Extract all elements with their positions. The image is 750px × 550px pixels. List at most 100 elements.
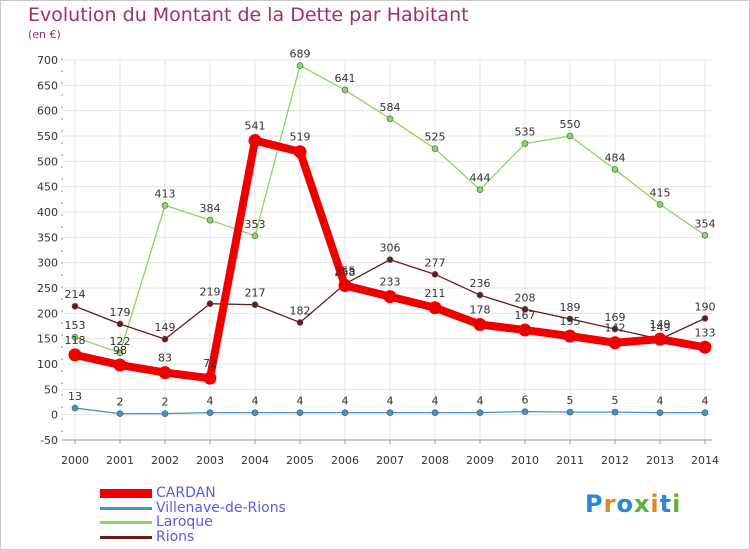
legend-item-rions: Rions (100, 530, 194, 544)
data-label: 133 (695, 326, 716, 339)
x-tick-label: 2001 (106, 454, 134, 467)
data-point (116, 349, 124, 357)
data-point (293, 145, 307, 159)
data-label: 384 (200, 202, 221, 215)
data-point (566, 315, 574, 323)
data-label: 4 (432, 395, 439, 408)
x-tick-label: 2013 (646, 454, 674, 467)
data-point (203, 371, 217, 385)
data-label: 122 (110, 335, 131, 348)
data-point (206, 409, 214, 416)
data-label: 5 (567, 394, 574, 407)
data-point (251, 301, 259, 309)
data-label: 4 (657, 395, 664, 408)
data-point (521, 408, 529, 415)
data-point (566, 408, 574, 416)
data-label: 413 (155, 187, 176, 200)
data-label: 519 (290, 131, 311, 144)
legend-swatch-cardan (100, 488, 152, 498)
data-point (68, 348, 82, 362)
data-point (701, 232, 709, 239)
y-tick-label: 650 (37, 79, 58, 92)
data-label: 444 (470, 172, 491, 185)
data-label: 535 (515, 126, 536, 139)
data-point (71, 404, 79, 412)
data-point (341, 86, 349, 94)
data-label: 689 (290, 48, 311, 61)
data-label: 541 (245, 120, 266, 133)
data-label: 306 (380, 242, 401, 255)
data-label: 4 (252, 395, 259, 408)
data-point (653, 332, 667, 346)
data-point (206, 216, 214, 224)
data-point (161, 410, 169, 417)
x-tick-label: 2008 (421, 454, 449, 467)
data-label: 236 (470, 277, 491, 290)
proxiti-logo: Proxiti (585, 490, 681, 518)
data-label: 4 (297, 395, 304, 408)
data-label: 584 (380, 101, 401, 114)
legend-swatch-villenave (100, 506, 152, 510)
data-label: 142 (605, 322, 626, 335)
data-label: 98 (113, 344, 127, 357)
x-tick-label: 2010 (511, 454, 539, 467)
data-point (428, 301, 442, 315)
legend-swatch-laroque (100, 520, 152, 524)
data-label: 155 (560, 315, 581, 328)
legend-item-cardan: CARDAN (100, 486, 216, 500)
data-point (251, 232, 259, 240)
legend-label-cardan: CARDAN (156, 485, 216, 501)
legend-label-villenave: Villenave-de-Rions (156, 500, 286, 516)
legend-swatch-rions (100, 535, 152, 539)
x-tick-label: 2002 (151, 454, 179, 467)
data-label: 217 (245, 287, 266, 300)
data-point (296, 319, 304, 326)
data-label: 179 (110, 306, 131, 319)
data-point (431, 145, 439, 152)
data-label: 13 (68, 390, 82, 403)
y-tick-label: 600 (37, 105, 58, 118)
data-point (113, 358, 127, 372)
data-label: 277 (425, 256, 446, 269)
data-point (116, 410, 124, 417)
data-point (611, 325, 619, 333)
x-tick-label: 2003 (196, 454, 224, 467)
data-label: 4 (702, 395, 709, 408)
y-tick-label: 350 (37, 231, 58, 244)
data-point (116, 320, 124, 328)
data-label: 353 (245, 218, 266, 231)
y-tick-label: 100 (37, 358, 58, 371)
data-point (338, 278, 352, 292)
data-label: 484 (605, 151, 626, 164)
logo-letter: t (659, 490, 673, 518)
logo-letter: o (616, 490, 634, 518)
data-point (161, 202, 169, 209)
data-point (701, 315, 709, 322)
data-label: 354 (695, 217, 716, 230)
data-label: 4 (477, 395, 484, 408)
data-point (566, 132, 574, 140)
data-label: 219 (200, 286, 221, 299)
logo-letter: r (603, 490, 617, 518)
data-label: 149 (650, 318, 671, 331)
data-label: 167 (515, 309, 536, 322)
data-point (206, 300, 214, 308)
x-tick-label: 2004 (241, 454, 269, 467)
data-point (656, 409, 664, 416)
logo-letter: i (650, 490, 660, 518)
data-point (386, 409, 394, 416)
data-label: 4 (207, 395, 214, 408)
x-tick-label: 2006 (331, 454, 359, 467)
data-point (161, 335, 169, 343)
data-label: 208 (515, 291, 536, 304)
y-tick-label: 150 (37, 333, 58, 346)
data-point (476, 291, 484, 299)
x-tick-label: 2009 (466, 454, 494, 467)
data-point (518, 323, 532, 337)
data-label: 153 (65, 319, 86, 332)
x-tick-label: 2007 (376, 454, 404, 467)
legend-item-laroque: Laroque (100, 515, 213, 529)
y-tick-label: 500 (37, 155, 58, 168)
y-tick-label: 700 (37, 54, 58, 67)
